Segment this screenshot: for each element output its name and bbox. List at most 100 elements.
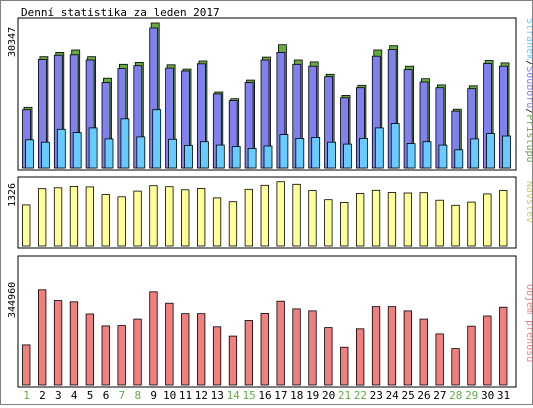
bar-pages-26 [422, 141, 432, 169]
bar-visits-11 [181, 189, 190, 247]
bar-visits-5 [85, 186, 94, 247]
bar-volume-5 [85, 313, 94, 386]
bar-visits-13 [212, 197, 222, 247]
bar-pages-8 [136, 136, 146, 169]
bar-volume-16 [260, 312, 269, 386]
bar-pages-7 [120, 118, 130, 169]
day-label-10: 10 [163, 389, 176, 402]
bar-visits-24 [387, 192, 397, 247]
bar-visits-3 [53, 187, 63, 247]
day-label-1: 1 [23, 389, 30, 402]
bar-volume-18 [292, 308, 301, 386]
bar-pages-20 [327, 141, 337, 169]
bar-pages-9 [152, 109, 162, 169]
bar-pages-16 [263, 145, 273, 169]
bar-volume-22 [355, 328, 365, 386]
bar-pages-24 [390, 123, 400, 169]
day-label-7: 7 [119, 389, 126, 402]
bar-pages-23 [374, 127, 384, 169]
day-label-26: 26 [417, 389, 430, 402]
bar-visits-14 [228, 201, 238, 247]
day-label-21: 21 [338, 389, 351, 402]
day-label-20: 20 [322, 389, 335, 402]
day-label-25: 25 [401, 389, 414, 402]
day-label-17: 17 [274, 389, 287, 402]
bar-pages-27 [438, 144, 448, 169]
bar-volume-4 [69, 301, 79, 386]
bar-pages-10 [168, 138, 178, 169]
panel-hits-ymax-label: 30347 [7, 27, 18, 57]
panel-visits-bars [22, 181, 508, 247]
bar-volume-9 [149, 291, 158, 386]
bar-volume-10 [165, 302, 174, 386]
bar-visits-25 [403, 192, 413, 247]
bar-visits-6 [101, 194, 110, 247]
bar-pages-30 [486, 133, 496, 169]
day-label-4: 4 [71, 389, 78, 402]
bar-volume-2 [38, 289, 47, 386]
bar-visits-16 [260, 184, 269, 247]
bar-visits-23 [371, 189, 381, 247]
bar-visits-19 [308, 190, 317, 247]
bar-visits-12 [196, 188, 206, 247]
bar-pages-12 [199, 141, 209, 169]
bar-pages-18 [295, 137, 305, 169]
day-label-6: 6 [103, 389, 110, 402]
day-label-11: 11 [179, 389, 192, 402]
bar-visits-28 [451, 204, 460, 247]
day-label-19: 19 [306, 389, 319, 402]
bar-volume-17 [276, 300, 285, 386]
bar-visits-8 [133, 190, 142, 247]
day-label-27: 27 [433, 389, 446, 402]
bar-visits-29 [467, 201, 476, 247]
bar-visits-17 [276, 181, 285, 247]
bar-visits-27 [435, 199, 444, 247]
bar-volume-1 [22, 344, 31, 386]
bar-visits-26 [419, 192, 428, 247]
panel-hits-bars [22, 22, 511, 169]
day-label-9: 9 [150, 389, 157, 402]
bar-visits-31 [499, 190, 508, 247]
bar-pages-21 [343, 143, 352, 169]
day-label-12: 12 [195, 389, 208, 402]
bar-pages-19 [311, 136, 321, 169]
panel-volume-legend: Objem přenosu [524, 284, 532, 362]
day-label-24: 24 [386, 389, 400, 402]
legend-pages: Stránek [524, 18, 532, 60]
day-label-3: 3 [55, 389, 62, 402]
day-label-31: 31 [497, 389, 510, 402]
bar-volume-6 [101, 325, 110, 386]
bar-volume-24 [387, 306, 397, 386]
bar-pages-17 [279, 134, 289, 169]
bar-pages-28 [454, 149, 464, 169]
bar-pages-11 [184, 145, 193, 169]
bar-pages-2 [41, 141, 50, 169]
bar-volume-26 [419, 318, 428, 386]
bar-volume-23 [371, 306, 381, 386]
day-label-15: 15 [242, 389, 255, 402]
bar-volume-25 [403, 310, 413, 386]
panel-visits-legend: Návštěv [524, 181, 532, 223]
bar-pages-29 [470, 138, 480, 169]
bar-volume-20 [324, 327, 333, 386]
bar-visits-15 [244, 188, 254, 247]
panel-volume-frame [17, 255, 517, 388]
bar-pages-13 [215, 144, 225, 169]
bar-volume-28 [451, 348, 460, 386]
bar-visits-22 [355, 193, 365, 247]
panel-hits-frame [17, 17, 517, 171]
bar-visits-2 [38, 188, 47, 247]
legend-files: Souborů [524, 66, 532, 108]
legend-hits: Přístupů [524, 114, 532, 162]
bar-pages-5 [88, 127, 98, 169]
panel-volume-bars [22, 289, 508, 386]
bar-volume-27 [435, 333, 444, 386]
bar-pages-6 [104, 138, 114, 169]
panel-volume-ymax-label: 344960 [7, 282, 18, 318]
panel-visits-frame [17, 176, 517, 249]
day-label-2: 2 [39, 389, 46, 402]
bar-volume-7 [117, 325, 126, 386]
bar-volume-13 [212, 326, 222, 386]
bar-visits-9 [149, 185, 158, 247]
